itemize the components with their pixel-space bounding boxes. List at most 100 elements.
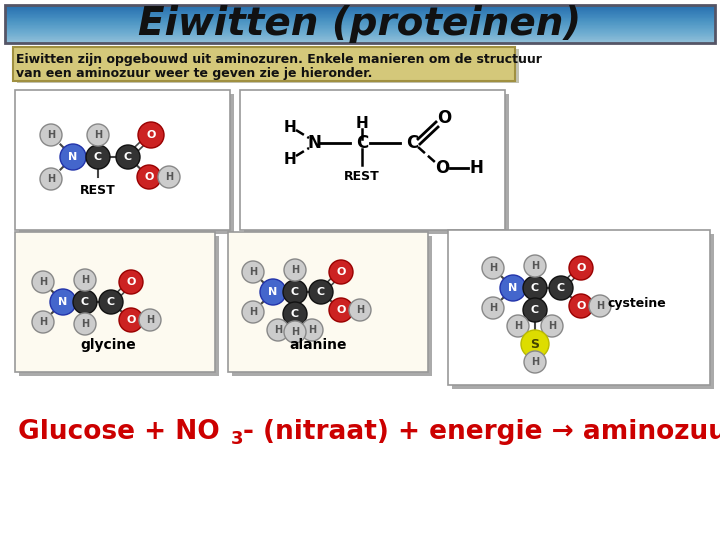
Text: H: H: [249, 267, 257, 277]
Text: H: H: [531, 261, 539, 271]
Text: O: O: [336, 267, 346, 277]
Text: H: H: [291, 265, 299, 275]
FancyBboxPatch shape: [452, 234, 714, 389]
Text: S: S: [531, 338, 539, 350]
Circle shape: [139, 309, 161, 331]
Text: C: C: [107, 297, 115, 307]
FancyBboxPatch shape: [15, 90, 230, 230]
Text: H: H: [469, 159, 483, 177]
Text: O: O: [126, 277, 135, 287]
Text: H: H: [356, 116, 369, 131]
Text: O: O: [576, 263, 585, 273]
FancyBboxPatch shape: [17, 49, 519, 83]
Circle shape: [158, 166, 180, 188]
Circle shape: [569, 294, 593, 318]
Text: C: C: [81, 297, 89, 307]
Text: alanine: alanine: [289, 338, 347, 352]
FancyBboxPatch shape: [448, 230, 710, 385]
Circle shape: [569, 256, 593, 280]
Circle shape: [283, 280, 307, 304]
Circle shape: [119, 308, 143, 332]
Circle shape: [301, 319, 323, 341]
Text: H: H: [146, 315, 154, 325]
Text: H: H: [284, 119, 297, 134]
Circle shape: [32, 271, 54, 293]
Text: C: C: [291, 309, 299, 319]
Text: O: O: [336, 305, 346, 315]
FancyBboxPatch shape: [228, 232, 428, 372]
Text: H: H: [548, 321, 556, 331]
Text: H: H: [39, 317, 47, 327]
Text: H: H: [47, 130, 55, 140]
Text: H: H: [291, 327, 299, 337]
FancyBboxPatch shape: [19, 94, 234, 234]
Circle shape: [283, 302, 307, 326]
Text: H: H: [489, 263, 497, 273]
Circle shape: [284, 259, 306, 281]
Circle shape: [482, 297, 504, 319]
Text: REST: REST: [344, 171, 380, 184]
Text: H: H: [94, 130, 102, 140]
Text: O: O: [576, 301, 585, 311]
Text: O: O: [126, 315, 135, 325]
FancyBboxPatch shape: [5, 5, 715, 43]
Text: glycine: glycine: [80, 338, 136, 352]
Text: REST: REST: [80, 184, 116, 197]
Circle shape: [524, 255, 546, 277]
Circle shape: [99, 290, 123, 314]
Circle shape: [73, 290, 97, 314]
Circle shape: [500, 275, 526, 301]
Circle shape: [523, 276, 547, 300]
Circle shape: [40, 168, 62, 190]
Text: H: H: [47, 174, 55, 184]
Text: H: H: [489, 303, 497, 313]
Text: H: H: [514, 321, 522, 331]
Text: C: C: [406, 134, 418, 152]
Text: Glucose + NO: Glucose + NO: [18, 419, 220, 445]
Text: H: H: [274, 325, 282, 335]
Circle shape: [87, 124, 109, 146]
Text: 3: 3: [231, 430, 243, 448]
FancyBboxPatch shape: [13, 47, 515, 81]
Circle shape: [309, 280, 333, 304]
Text: C: C: [531, 305, 539, 315]
Text: C: C: [557, 283, 565, 293]
Text: N: N: [269, 287, 278, 297]
Text: van een aminozuur weer te geven zie je hieronder.: van een aminozuur weer te geven zie je h…: [16, 68, 372, 80]
Text: H: H: [39, 277, 47, 287]
Text: C: C: [94, 152, 102, 162]
Text: Eiwitten zijn opgebouwd uit aminozuren. Enkele manieren om de structuur: Eiwitten zijn opgebouwd uit aminozuren. …: [16, 53, 542, 66]
Text: C: C: [531, 283, 539, 293]
Text: N: N: [68, 152, 78, 162]
Text: O: O: [146, 130, 156, 140]
Text: N: N: [307, 134, 321, 152]
Circle shape: [138, 122, 164, 148]
Text: H: H: [81, 319, 89, 329]
Circle shape: [74, 313, 96, 335]
Text: H: H: [356, 305, 364, 315]
Text: C: C: [124, 152, 132, 162]
Circle shape: [86, 145, 110, 169]
Text: H: H: [596, 301, 604, 311]
Text: N: N: [58, 297, 68, 307]
Circle shape: [329, 298, 353, 322]
Text: H: H: [249, 307, 257, 317]
Circle shape: [242, 261, 264, 283]
Text: O: O: [435, 159, 449, 177]
Circle shape: [242, 301, 264, 323]
Circle shape: [507, 315, 529, 337]
Text: H: H: [531, 357, 539, 367]
Text: - (nitraat) + energie → aminozuur: - (nitraat) + energie → aminozuur: [243, 419, 720, 445]
Text: H: H: [284, 152, 297, 166]
Text: C: C: [356, 134, 368, 152]
Circle shape: [32, 311, 54, 333]
FancyBboxPatch shape: [19, 236, 219, 376]
Circle shape: [524, 351, 546, 373]
Circle shape: [329, 260, 353, 284]
FancyBboxPatch shape: [244, 94, 509, 234]
Text: H: H: [81, 275, 89, 285]
Text: N: N: [508, 283, 518, 293]
Circle shape: [74, 269, 96, 291]
Text: C: C: [317, 287, 325, 297]
Circle shape: [284, 321, 306, 343]
